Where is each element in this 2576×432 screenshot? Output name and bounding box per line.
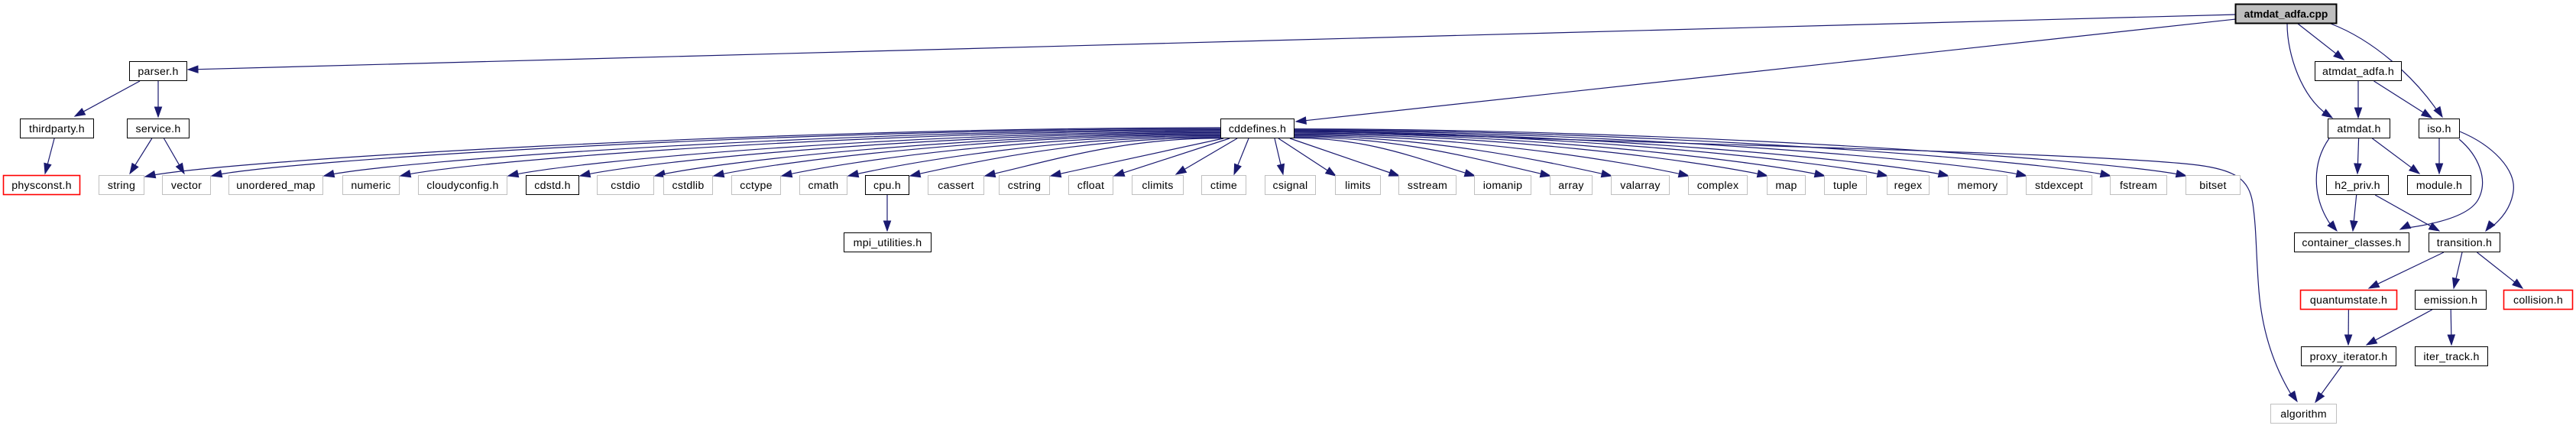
svg-text:service.h: service.h <box>135 123 180 135</box>
svg-text:array: array <box>1558 180 1584 192</box>
svg-text:limits: limits <box>1345 180 1371 192</box>
svg-text:sstream: sstream <box>1408 180 1447 192</box>
svg-text:bitset: bitset <box>2199 180 2226 192</box>
svg-text:thirdparty.h: thirdparty.h <box>29 123 85 135</box>
svg-text:regex: regex <box>1894 180 1923 192</box>
svg-text:module.h: module.h <box>2416 180 2462 192</box>
svg-text:parser.h: parser.h <box>138 66 178 78</box>
svg-text:iomanip: iomanip <box>1483 180 1522 192</box>
svg-text:csignal: csignal <box>1273 180 1308 192</box>
svg-text:cloudyconfig.h: cloudyconfig.h <box>426 180 498 192</box>
svg-text:h2_priv.h: h2_priv.h <box>2335 180 2380 192</box>
svg-text:valarray: valarray <box>1620 180 1661 192</box>
svg-text:physconst.h: physconst.h <box>11 180 71 192</box>
svg-text:climits: climits <box>1142 180 1173 192</box>
svg-text:cctype: cctype <box>740 180 773 192</box>
svg-text:cassert: cassert <box>938 180 974 192</box>
svg-text:cmath: cmath <box>808 180 839 192</box>
svg-text:collision.h: collision.h <box>2513 294 2563 307</box>
svg-text:container_classes.h: container_classes.h <box>2302 237 2401 249</box>
svg-text:cfloat: cfloat <box>1077 180 1104 192</box>
svg-text:cpu.h: cpu.h <box>873 180 901 192</box>
svg-text:transition.h: transition.h <box>2437 237 2492 249</box>
svg-text:atmdat.h: atmdat.h <box>2337 123 2380 135</box>
svg-text:cdstd.h: cdstd.h <box>534 180 571 192</box>
svg-text:stdexcept: stdexcept <box>2035 180 2083 192</box>
svg-text:map: map <box>1775 180 1797 192</box>
svg-text:ctime: ctime <box>1210 180 1237 192</box>
svg-text:mpi_utilities.h: mpi_utilities.h <box>854 237 922 249</box>
svg-text:complex: complex <box>1697 180 1739 192</box>
svg-text:vector: vector <box>171 180 202 192</box>
svg-text:algorithm: algorithm <box>2280 408 2327 421</box>
svg-text:atmdat_adfa.h: atmdat_adfa.h <box>2322 66 2394 78</box>
svg-text:string: string <box>108 180 135 192</box>
svg-text:memory: memory <box>1958 180 1998 192</box>
svg-text:numeric: numeric <box>351 180 390 192</box>
svg-text:iso.h: iso.h <box>2427 123 2451 135</box>
svg-text:atmdat_adfa.cpp: atmdat_adfa.cpp <box>2244 8 2328 20</box>
svg-text:unordered_map: unordered_map <box>236 180 315 192</box>
svg-text:cddefines.h: cddefines.h <box>1229 123 1286 135</box>
svg-text:cstdio: cstdio <box>611 180 640 192</box>
svg-text:fstream: fstream <box>2120 180 2157 192</box>
svg-text:iter_track.h: iter_track.h <box>2423 351 2479 363</box>
svg-text:tuple: tuple <box>1833 180 1858 192</box>
svg-text:cstring: cstring <box>1008 180 1042 192</box>
svg-text:emission.h: emission.h <box>2424 294 2477 307</box>
svg-text:cstdlib: cstdlib <box>672 180 705 192</box>
svg-text:quantumstate.h: quantumstate.h <box>2310 294 2387 307</box>
svg-text:proxy_iterator.h: proxy_iterator.h <box>2310 351 2388 363</box>
